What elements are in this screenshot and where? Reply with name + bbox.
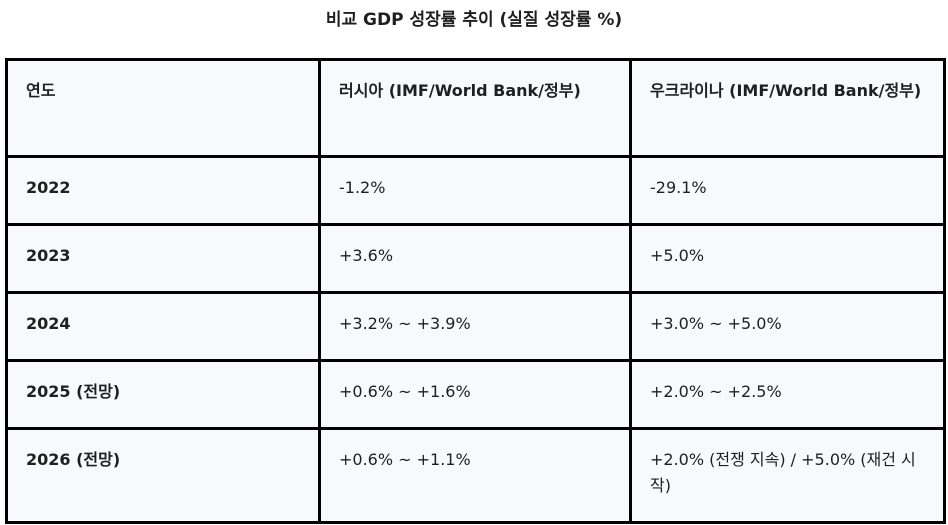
cell-russia: +3.2% ~ +3.9% [318,291,632,362]
cell-russia: +0.6% ~ +1.6% [318,359,632,430]
cell-ukraine: +2.0% (전쟁 지속) / +5.0% (재건 시작) [629,427,946,524]
cell-year: 2023 [5,223,321,294]
cell-russia: -1.2% [318,155,632,226]
cell-russia: +0.6% ~ +1.1% [318,427,632,524]
cell-year: 2022 [5,155,321,226]
header-year: 연도 [5,58,321,158]
cell-ukraine: -29.1% [629,155,946,226]
header-russia: 러시아 (IMF/World Bank/정부) [318,58,632,158]
cell-year: 2024 [5,291,321,362]
cell-ukraine: +3.0% ~ +5.0% [629,291,946,362]
cell-year: 2025 (전망) [5,359,321,430]
table-row: 2025 (전망) +0.6% ~ +1.6% +2.0% ~ +2.5% [5,359,946,430]
cell-ukraine: +5.0% [629,223,946,294]
table-row: 2024 +3.2% ~ +3.9% +3.0% ~ +5.0% [5,291,946,362]
table-row: 2022 -1.2% -29.1% [5,155,946,226]
cell-ukraine: +2.0% ~ +2.5% [629,359,946,430]
table-row: 2023 +3.6% +5.0% [5,223,946,294]
cell-russia: +3.6% [318,223,632,294]
header-ukraine: 우크라이나 (IMF/World Bank/정부) [629,58,946,158]
cell-year: 2026 (전망) [5,427,321,524]
table-row: 2026 (전망) +0.6% ~ +1.1% +2.0% (전쟁 지속) / … [5,427,946,524]
gdp-comparison-table: 연도 러시아 (IMF/World Bank/정부) 우크라이나 (IMF/Wo… [5,58,946,524]
header-row: 연도 러시아 (IMF/World Bank/정부) 우크라이나 (IMF/Wo… [5,58,946,158]
table-title: 비교 GDP 성장률 추이 (실질 성장률 %) [325,10,623,30]
